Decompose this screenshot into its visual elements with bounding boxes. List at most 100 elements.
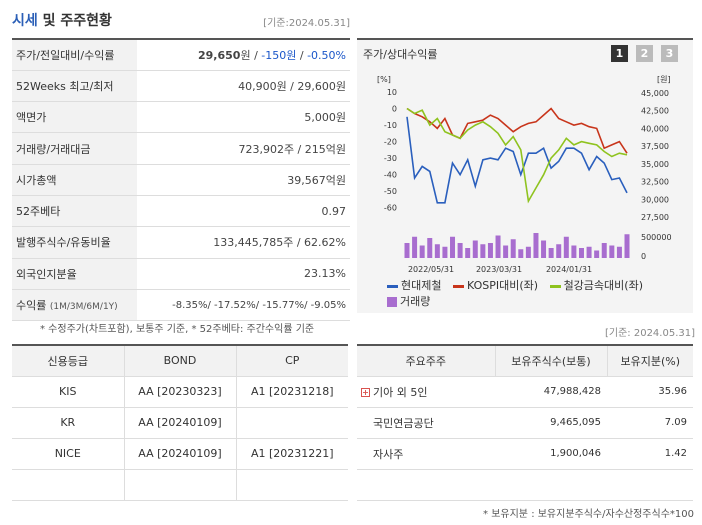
chart-legend: 현대제철 KOSPI대비(좌) 철강금속대비(좌) 거래량 [387,277,687,309]
left-tick-label: -50 [384,187,397,196]
bond-rating: AA [20240109] [123,438,236,470]
relative-return-chart: [%] [원] 10 0 -10 -20 -30 -40 -50 -60 45,000 42,500 4… [377,75,672,274]
volume-bar [609,245,615,258]
holder-shares: 47,988,428 [495,376,607,408]
agency: NICE [12,438,124,470]
cp-rating [235,469,348,501]
volume-bar [465,248,471,258]
x-tick-label: 2022/05/31 [408,265,454,274]
holder-shares: 1,900,046 [495,438,607,470]
volume-bar [419,245,425,258]
volume-bar [472,240,478,258]
left-tick-label: 0 [392,105,397,114]
row-label: 거래량/거래대금 [12,132,137,165]
column-header: 주요주주 [357,344,495,377]
table-row: 외국인지분율 23.13% [12,258,350,290]
volume-bar [616,246,622,258]
holder-name-cell: + 기아 외 5인 [357,376,495,408]
column-header: 신용등급 [12,344,124,377]
agency: KR [12,407,124,439]
table-row: NICE AA [20240109] A1 [20231221] [12,438,348,470]
volume-bar [624,234,630,258]
volume-bar [586,246,592,258]
right-tick-label: 27,500 [641,213,669,222]
row-value: 5,000원 [137,101,350,134]
series-line-1 [406,116,628,204]
left-tick-label: -40 [384,171,397,180]
volume-bar [533,233,539,258]
bond-rating [123,469,236,501]
stock-info-table: 주가/전일대비/수익률 29,650원 / -150원 / -0.50% 52W… [12,37,350,322]
current-price: 29,650 [198,48,241,62]
volume-bar [525,246,531,258]
holder-pct [607,469,693,501]
table-row: KR AA [20240109] [12,407,348,439]
volume-bar [594,250,600,258]
row-label: 52주베타 [12,195,137,228]
volume-bar [503,245,509,258]
row-label: 액면가 [12,101,137,134]
row-label: 주가/전일대비/수익률 [12,37,137,71]
right-tick-label: 30,000 [641,195,669,204]
x-tick-label: 2024/01/31 [546,265,592,274]
return-label-text: 수익률 [16,299,47,313]
column-header: CP [235,344,348,377]
holder-name-cell: 자사주 [357,438,495,470]
right-tick-label: 42,500 [641,107,669,116]
row-label: 외국인지분율 [12,258,137,290]
left-tick-label: -60 [384,204,397,213]
holder-pct: 7.09 [607,407,693,439]
stock-note: * 수정주가(차트포함), 보통주 기준, * 52주베타: 주간수익률 기준 [40,324,315,335]
right-tick-label: 40,000 [641,124,669,133]
row-value: 0.97 [137,195,350,228]
price-rate: -0.50% [307,48,346,62]
volume-bar [548,248,554,258]
chart-tab-3[interactable]: 3 [661,45,678,62]
holder-name: 기아 외 5인 [373,385,428,399]
legend-swatch [549,284,561,288]
agency [12,469,124,501]
agency: KIS [12,376,124,408]
table-row: 52Weeks 최고/최저 40,900원 / 29,600원 [12,70,350,103]
holder-shares [495,469,607,501]
holder-name-cell [357,469,495,501]
table-row [357,469,693,501]
legend-swatch [452,284,464,288]
series-line-2 [406,107,628,154]
holder-note: * 보유지분 : 보유지분주식수/자수산정주식수*100 [483,509,694,520]
left-tick-label: -30 [384,154,397,163]
cp-rating: A1 [20231221] [235,438,348,470]
chart-tab-2[interactable]: 2 [636,45,653,62]
table-row: 시가총액 39,567억원 [12,164,350,196]
row-value: 723,902주 / 215억원 [137,132,350,165]
column-header: 보유주식수(보통) [494,344,607,377]
table-row: 거래량/거래대금 723,902주 / 215억원 [12,132,350,165]
right-axis-label: [원] [657,75,671,84]
volume-bar [442,246,448,258]
right-tick-label: 32,500 [641,178,669,187]
series-line-3 [406,107,628,204]
volume-bar [412,236,418,258]
volume-bar [480,244,486,258]
cp-rating: A1 [20231218] [235,376,348,408]
credit-rating-table: 신용등급 BOND CP KIS AA [20230323] A1 [2023121… [12,344,348,501]
left-tick-label: 10 [387,88,397,97]
chart-panel: 주가/상대수익률 1 2 3 [%] [원] 10 0 -10 -20 -30 -40 -50 -… [357,38,693,313]
table-row: 발행주식수/유동비율 133,445,785주 / 62.62% [12,226,350,259]
left-axis-label: [%] [377,75,391,84]
row-value: 23.13% [137,258,350,290]
right-tick-label: 45,000 [641,89,669,98]
table-row: KIS AA [20230323] A1 [20231218] [12,376,348,408]
chart-tab-1[interactable]: 1 [611,45,628,62]
table-row: 52주베타 0.97 [12,195,350,228]
volume-bar [450,236,456,258]
expand-plus-icon[interactable]: + [361,387,370,397]
table-row: + 기아 외 5인 47,988,428 35.96 [357,376,693,408]
row-label: 52Weeks 최고/최저 [12,70,137,103]
row-label: 시가총액 [12,164,137,196]
table-row: 자사주 1,900,046 1.42 [357,438,693,470]
volume-bar [518,249,524,258]
legend-swatch [387,284,398,288]
legend-item: 거래량 [387,293,430,309]
volume-bar [434,244,440,258]
